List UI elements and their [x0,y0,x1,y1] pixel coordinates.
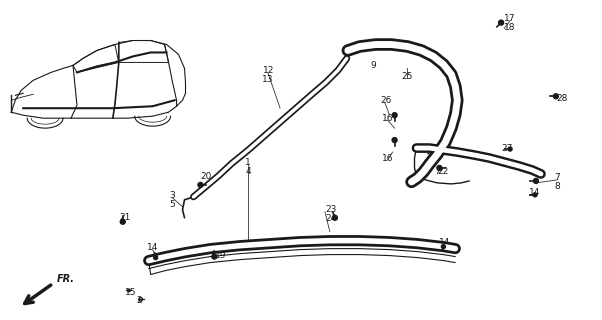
Text: 14: 14 [529,188,541,197]
Text: FR.: FR. [57,275,75,284]
Text: 22: 22 [438,167,448,176]
Circle shape [392,113,397,118]
Text: 19: 19 [216,251,227,260]
Text: 11: 11 [426,153,437,162]
Text: 6: 6 [349,46,355,55]
Circle shape [437,165,442,171]
Circle shape [198,182,203,188]
Text: 18: 18 [504,23,516,32]
Text: 16: 16 [382,114,393,123]
Text: 9: 9 [371,61,377,70]
Text: 27: 27 [501,144,513,153]
Circle shape [508,147,512,151]
Text: 5: 5 [170,200,175,209]
Text: 17: 17 [504,14,516,23]
Text: 23: 23 [325,205,337,214]
Text: 25: 25 [402,72,413,81]
Text: 16: 16 [382,154,393,163]
Text: 14: 14 [439,238,450,247]
Text: 14: 14 [147,243,158,252]
Circle shape [212,254,217,259]
Text: 1: 1 [246,158,251,167]
Circle shape [332,215,337,220]
Circle shape [120,219,125,224]
Circle shape [498,20,504,25]
Text: 15: 15 [125,288,137,297]
Circle shape [128,289,130,292]
Text: 28: 28 [556,94,568,103]
Circle shape [441,244,445,249]
Text: 12: 12 [262,66,274,75]
Text: 20: 20 [200,172,212,181]
Circle shape [139,298,143,301]
Text: 13: 13 [262,75,274,84]
Text: 2: 2 [136,296,141,305]
Text: 24: 24 [325,214,336,223]
Text: 3: 3 [170,191,175,200]
Circle shape [154,256,158,260]
Text: 10: 10 [426,144,437,153]
Text: 4: 4 [246,167,251,176]
Text: 8: 8 [554,182,560,191]
Circle shape [533,179,538,183]
Text: 7: 7 [554,173,560,182]
Circle shape [553,94,559,99]
Circle shape [392,138,397,143]
Text: 26: 26 [380,96,391,105]
Text: 21: 21 [119,213,131,222]
Circle shape [533,193,537,197]
